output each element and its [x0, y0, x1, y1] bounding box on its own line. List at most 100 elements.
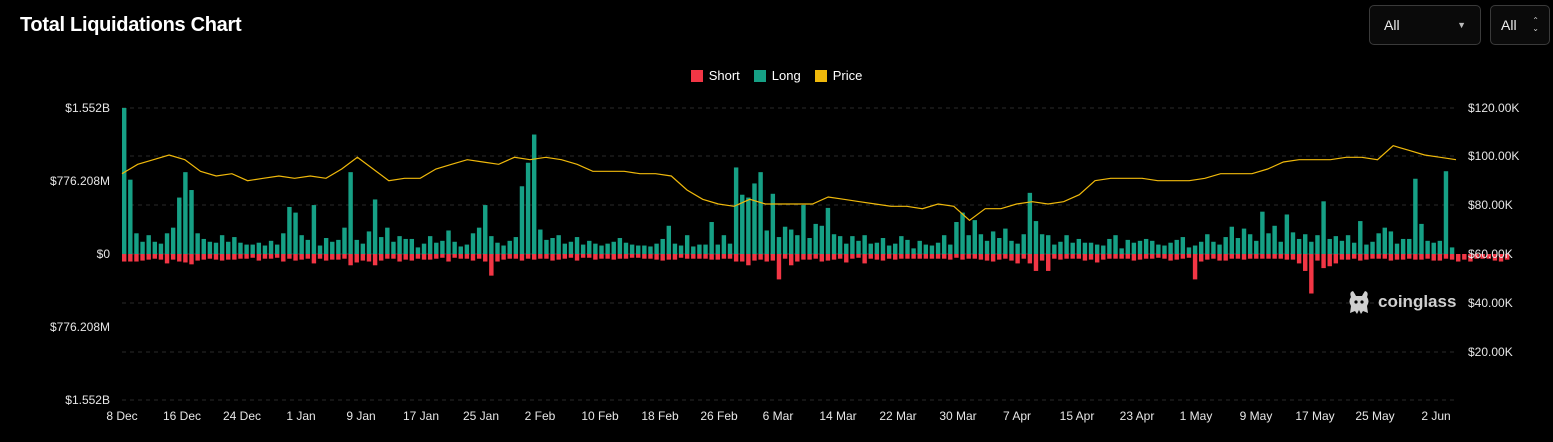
short-bar: [917, 254, 922, 259]
short-bar: [752, 254, 757, 261]
short-bar: [1290, 254, 1296, 260]
x-tick-label: 16 Dec: [163, 409, 201, 423]
y-right-tick-label: $80.00K: [1468, 198, 1513, 212]
short-bar: [574, 254, 580, 261]
long-bar: [929, 245, 935, 254]
short-bar: [807, 254, 812, 260]
short-bar: [1456, 254, 1461, 262]
long-bar: [1364, 244, 1369, 254]
long-bar: [1333, 236, 1339, 254]
short-bar: [1480, 254, 1485, 259]
long-bar: [1235, 238, 1241, 254]
legend-item-long[interactable]: Long: [753, 68, 801, 83]
short-bar: [1003, 254, 1008, 259]
short-bar: [1021, 254, 1026, 259]
short-bar: [972, 254, 977, 259]
legend-item-price[interactable]: Price: [814, 68, 862, 83]
short-bar: [1425, 254, 1430, 259]
short-bar: [1321, 254, 1326, 269]
coin-select[interactable]: All ⌃ ⌄: [1490, 5, 1550, 45]
long-bar: [1394, 243, 1400, 254]
long-bar: [513, 237, 519, 254]
long-bar: [672, 243, 678, 254]
short-bar: [1303, 254, 1308, 271]
long-bar: [1266, 233, 1271, 254]
short-bar: [458, 254, 463, 259]
short-bar: [795, 254, 800, 262]
short-bar: [177, 254, 182, 262]
short-bar: [421, 254, 427, 260]
long-bar: [1290, 232, 1296, 254]
long-bar: [434, 242, 439, 254]
long-bar: [427, 236, 433, 254]
short-bar: [323, 254, 329, 261]
short-bar: [495, 254, 500, 262]
short-bar: [134, 254, 139, 262]
legend-item-short[interactable]: Short: [690, 68, 740, 83]
long-bar: [789, 229, 794, 254]
long-bar: [997, 238, 1002, 254]
x-tick-label: 14 Mar: [819, 409, 856, 423]
legend-swatch-price: [814, 69, 827, 82]
short-bar: [140, 254, 145, 261]
short-bar: [1125, 254, 1130, 259]
short-bar: [446, 254, 451, 262]
short-bar: [703, 254, 708, 259]
short-bar: [550, 254, 555, 261]
short-bar: [1241, 254, 1247, 260]
long-bar: [311, 205, 317, 254]
x-tick-label: 8 Dec: [106, 409, 137, 423]
long-bar: [1009, 240, 1014, 254]
x-tick-label: 1 May: [1180, 409, 1213, 423]
long-bar: [1058, 241, 1063, 254]
long-bar: [1119, 248, 1124, 254]
long-bar: [1358, 221, 1363, 254]
long-bar: [372, 199, 378, 254]
long-bar: [1315, 235, 1320, 254]
long-bar: [666, 225, 672, 254]
long-bar: [850, 236, 855, 254]
long-bar: [1382, 227, 1387, 254]
short-bar: [886, 254, 892, 259]
long-bar: [642, 245, 647, 254]
short-bar: [1376, 254, 1381, 259]
short-bar: [207, 254, 213, 259]
short-bar: [1272, 254, 1277, 259]
coinglass-watermark: coinglass: [1346, 288, 1456, 316]
long-bar: [1321, 201, 1326, 254]
long-bar: [354, 239, 359, 254]
x-tick-label: 15 Apr: [1060, 409, 1095, 423]
long-bar: [893, 243, 898, 254]
short-bar: [880, 254, 886, 261]
short-bar: [593, 254, 598, 260]
long-bar: [580, 244, 586, 254]
short-bar: [813, 254, 818, 259]
long-bar: [856, 240, 861, 254]
time-range-value: All: [1384, 17, 1400, 33]
short-bar: [966, 254, 971, 259]
short-bar: [709, 254, 714, 260]
short-bar: [531, 254, 537, 260]
watermark-text: coinglass: [1378, 292, 1457, 311]
short-bar: [825, 254, 831, 261]
short-bar: [525, 254, 531, 259]
long-bar: [905, 239, 910, 254]
short-bar: [629, 254, 635, 258]
long-bar: [899, 236, 904, 254]
short-bar: [1278, 254, 1283, 259]
short-bar: [244, 254, 249, 259]
long-bar: [1150, 240, 1155, 254]
short-bar: [789, 254, 794, 266]
short-bar: [379, 254, 384, 261]
short-bar: [232, 254, 237, 260]
short-bar: [317, 254, 323, 259]
long-bar: [305, 239, 310, 254]
long-bar: [409, 238, 415, 254]
short-bar: [733, 254, 739, 262]
long-bar: [990, 231, 996, 254]
long-bar: [556, 235, 561, 254]
long-bar: [807, 238, 812, 254]
y-right-tick-label: $120.00K: [1468, 101, 1519, 115]
time-range-select[interactable]: All ▼: [1369, 5, 1481, 45]
short-bar: [1492, 254, 1498, 261]
